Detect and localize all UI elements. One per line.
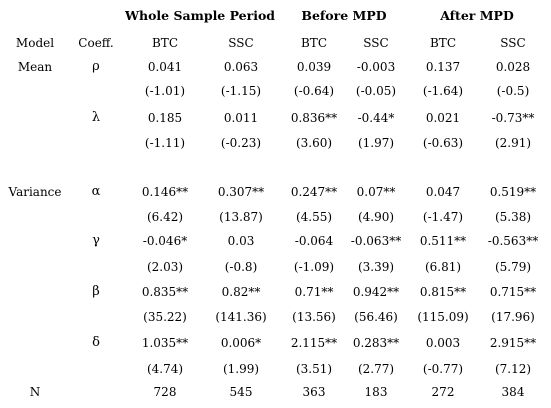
table-cell: (-1.15) <box>220 84 262 98</box>
table-cell: (-0.05) <box>355 84 397 98</box>
table-cell: 2.915** <box>489 336 537 350</box>
table-cell: 0.283** <box>352 336 400 350</box>
table-cell: (-0.77) <box>422 362 464 376</box>
table-cell: -0.046* <box>142 234 188 248</box>
table-cell: 183 <box>364 385 388 399</box>
table-cell: -0.73** <box>491 111 535 125</box>
table-cell: 0.307** <box>217 185 265 199</box>
table-cell: (-1.11) <box>144 136 186 150</box>
table-cell: (4.55) <box>295 210 333 224</box>
table-cell: 0.003 <box>425 336 461 350</box>
table-cell: 0.942** <box>352 285 400 299</box>
table-cell: (3.60) <box>295 136 333 150</box>
table-cell: 384 <box>501 385 525 399</box>
column-header: Model <box>15 36 55 50</box>
table-cell: (-0.64) <box>293 84 335 98</box>
table-cell: (2.91) <box>494 136 532 150</box>
table-cell: 0.006* <box>220 336 262 350</box>
table-cell: (1.97) <box>357 136 395 150</box>
coefficient-symbol: λ <box>91 110 101 125</box>
table-cell: (13.87) <box>219 210 263 224</box>
group-header: Before MPD <box>301 8 387 23</box>
row-label: Mean <box>17 60 53 74</box>
table-cell: (4.74) <box>146 362 184 376</box>
table-cell: -0.563** <box>487 234 539 248</box>
table-cell: 0.185 <box>147 111 183 125</box>
table-cell: (17.96) <box>491 310 535 324</box>
table-cell: (2.77) <box>357 362 395 376</box>
table-cell: 0.039 <box>296 60 332 74</box>
table-cell: (3.39) <box>357 260 395 274</box>
table-cell: 0.028 <box>495 60 531 74</box>
table-cell: (5.79) <box>494 260 532 274</box>
group-header: Whole Sample Period <box>124 8 276 23</box>
column-header: BTC <box>300 36 328 50</box>
table-cell: (-1.01) <box>144 84 186 98</box>
table-cell: 0.041 <box>147 60 183 74</box>
table-cell: -0.003 <box>356 60 396 74</box>
table-cell: (7.12) <box>494 362 532 376</box>
table-cell: 0.82** <box>221 285 261 299</box>
table-cell: 0.021 <box>425 111 461 125</box>
table-cell: 1.035** <box>141 336 189 350</box>
column-header: BTC <box>429 36 457 50</box>
table-cell: (141.36) <box>215 310 267 324</box>
column-header: SSC <box>363 36 389 50</box>
table-cell: 0.137 <box>425 60 461 74</box>
table-cell: 0.146** <box>141 185 189 199</box>
table-cell: (6.42) <box>146 210 184 224</box>
table-cell: (-1.47) <box>422 210 464 224</box>
table-cell: (-0.23) <box>220 136 262 150</box>
column-header: SSC <box>500 36 526 50</box>
table-cell: 0.835** <box>141 285 189 299</box>
table-cell: (6.81) <box>424 260 462 274</box>
column-header: BTC <box>151 36 179 50</box>
table-cell: 0.71** <box>294 285 334 299</box>
table-cell: -0.064 <box>294 234 334 248</box>
table-cell: -0.44* <box>357 111 395 125</box>
column-header: SSC <box>228 36 254 50</box>
table-cell: 545 <box>229 385 253 399</box>
coefficient-symbol: α <box>91 184 101 199</box>
table-cell: 728 <box>153 385 177 399</box>
table-cell: (-1.09) <box>293 260 335 274</box>
table-cell: (35.22) <box>143 310 187 324</box>
table-cell: (4.90) <box>357 210 395 224</box>
table-cell: 0.247** <box>290 185 338 199</box>
table-cell: (-1.64) <box>422 84 464 98</box>
row-label: Variance <box>8 185 62 199</box>
table-cell: 0.511** <box>419 234 467 248</box>
coefficient-symbol: β <box>92 284 100 299</box>
table-cell: (3.51) <box>295 362 333 376</box>
table-cell: 363 <box>302 385 326 399</box>
table-cell: 0.715** <box>489 285 537 299</box>
group-header: After MPD <box>440 8 514 23</box>
table-cell: (-0.5) <box>496 84 530 98</box>
table-cell: (-0.8) <box>224 260 258 274</box>
table-cell: 0.07** <box>356 185 396 199</box>
table-cell: (1.99) <box>222 362 260 376</box>
table-cell: 2.115** <box>290 336 338 350</box>
table-cell: 0.836** <box>290 111 338 125</box>
table-cell: 0.011 <box>223 111 259 125</box>
coefficient-symbol: γ <box>92 233 100 248</box>
table-cell: 0.063 <box>223 60 259 74</box>
table-cell: -0.063** <box>350 234 402 248</box>
table-cell: (2.03) <box>146 260 184 274</box>
table-cell: 0.519** <box>489 185 537 199</box>
coefficient-symbol: ρ <box>92 59 100 74</box>
table-cell: 0.047 <box>425 185 461 199</box>
table-cell: (13.56) <box>292 310 336 324</box>
table-cell: (5.38) <box>494 210 532 224</box>
table-cell: 272 <box>431 385 455 399</box>
table-cell: 0.03 <box>227 234 255 248</box>
column-header: Coeff. <box>78 36 114 50</box>
coefficient-symbol: δ <box>92 335 100 350</box>
table-cell: 0.815** <box>419 285 467 299</box>
table-cell: (56.46) <box>354 310 398 324</box>
row-label: N <box>29 385 41 399</box>
table-cell: (-0.63) <box>422 136 464 150</box>
table-cell: (115.09) <box>417 310 469 324</box>
